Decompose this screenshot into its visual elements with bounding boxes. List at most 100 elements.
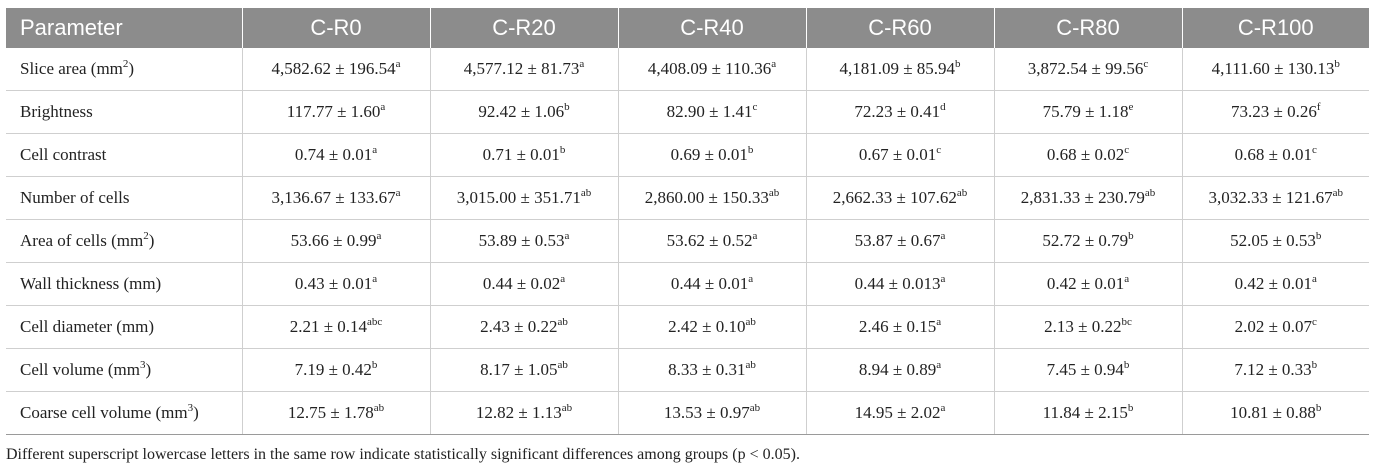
significance-letters: ab xyxy=(1332,187,1343,199)
significance-letters: a xyxy=(1124,273,1130,285)
significance-letters: b xyxy=(1315,230,1322,242)
significance-letters: ab xyxy=(373,402,385,414)
mean-sd-value: 2.02 ± 0.07 xyxy=(1234,317,1312,336)
value-cell: 2,860.00 ± 150.33ab xyxy=(618,176,807,220)
value-cell: 8.17 ± 1.05ab xyxy=(430,348,619,392)
significance-letters: a xyxy=(936,316,942,328)
parameter-cell: Cell contrast xyxy=(6,133,243,177)
value-cell: 82.90 ± 1.41c xyxy=(618,90,807,134)
value-cell: 4,408.09 ± 110.36a xyxy=(618,48,807,91)
significance-letters: b xyxy=(1334,58,1340,70)
mean-sd-value: 53.62 ± 0.52 xyxy=(666,231,753,250)
mean-sd-value: 7.19 ± 0.42 xyxy=(294,360,372,379)
header-c-r60: C-R60 xyxy=(806,8,995,48)
value-cell: 0.68 ± 0.01c xyxy=(1182,133,1369,177)
mean-sd-value: 0.67 ± 0.01 xyxy=(858,145,937,164)
mean-sd-value: 8.33 ± 0.31 xyxy=(668,360,746,379)
parameter-cell: Cell diameter (mm) xyxy=(6,305,243,349)
header-c-r0: C-R0 xyxy=(242,8,431,48)
mean-sd-value: 10.81 ± 0.88 xyxy=(1230,403,1316,422)
significance-letters: a xyxy=(579,58,585,70)
parameter-label: Coarse cell volume (mm xyxy=(20,403,188,422)
value-cell: 0.44 ± 0.02a xyxy=(430,262,619,306)
significance-letters: b xyxy=(1311,359,1318,371)
value-cell: 3,872.54 ± 99.56c xyxy=(994,48,1183,91)
value-cell: 3,136.67 ± 133.67a xyxy=(242,176,431,220)
unit-exponent: 3 xyxy=(187,402,194,414)
mean-sd-value: 0.71 ± 0.01 xyxy=(482,145,560,164)
value-cell: 7.19 ± 0.42b xyxy=(242,348,431,392)
value-cell: 72.23 ± 0.41d xyxy=(806,90,995,134)
mean-sd-value: 4,582.62 ± 196.54 xyxy=(271,59,396,78)
mean-sd-value: 14.95 ± 2.02 xyxy=(854,403,941,422)
mean-sd-value: 13.53 ± 0.97 xyxy=(663,403,750,422)
mean-sd-value: 75.79 ± 1.18 xyxy=(1042,102,1129,121)
table-row: Cell contrast 0.74 ± 0.01a 0.71 ± 0.01b 0.6… xyxy=(6,133,1369,177)
mean-sd-value: 72.23 ± 0.41 xyxy=(854,102,941,121)
table-body: Slice area (mm2) 4,582.62 ± 196.54a 4,577.… xyxy=(6,48,1369,435)
value-cell: 2,831.33 ± 230.79ab xyxy=(994,176,1183,220)
mean-sd-value: 0.43 ± 0.01 xyxy=(294,274,373,293)
significance-letters: c xyxy=(1143,58,1149,70)
significance-letters: a xyxy=(752,230,758,242)
mean-sd-value: 3,015.00 ± 351.71 xyxy=(456,188,581,207)
significance-letters: a xyxy=(940,402,946,414)
value-cell: 53.66 ± 0.99a xyxy=(242,219,431,263)
significance-letters: a xyxy=(748,273,754,285)
mean-sd-value: 0.42 ± 0.01 xyxy=(1234,274,1312,293)
mean-sd-value: 12.82 ± 1.13 xyxy=(475,403,562,422)
mean-sd-value: 52.05 ± 0.53 xyxy=(1230,231,1316,250)
mean-sd-value: 3,872.54 ± 99.56 xyxy=(1027,59,1144,78)
significance-letters: ab xyxy=(580,187,592,199)
significance-letters: a xyxy=(376,230,382,242)
mean-sd-value: 8.94 ± 0.89 xyxy=(858,360,937,379)
mean-sd-value: 4,408.09 ± 110.36 xyxy=(647,59,772,78)
significance-letters: f xyxy=(1316,101,1321,113)
mean-sd-value: 0.44 ± 0.013 xyxy=(854,274,941,293)
significance-letters: ab xyxy=(561,402,573,414)
mean-sd-value: 53.87 ± 0.67 xyxy=(854,231,941,250)
parameter-cell: Brightness xyxy=(6,90,243,134)
mean-sd-value: 52.72 ± 0.79 xyxy=(1042,231,1129,250)
significance-letters: a xyxy=(372,273,378,285)
value-cell: 53.62 ± 0.52a xyxy=(618,219,807,263)
significance-letters: a xyxy=(940,273,946,285)
significance-letters: a xyxy=(372,144,378,156)
parameter-label-tail: ) xyxy=(193,403,199,422)
mean-sd-value: 0.44 ± 0.01 xyxy=(670,274,749,293)
significance-letters: b xyxy=(1127,402,1134,414)
significance-letters: c xyxy=(1311,316,1317,328)
significance-letters: a xyxy=(936,359,942,371)
parameter-label: Cell diameter (mm) xyxy=(20,317,155,336)
significance-letters: a xyxy=(1311,273,1317,285)
value-cell: 8.33 ± 0.31ab xyxy=(618,348,807,392)
value-cell: 53.87 ± 0.67a xyxy=(806,219,995,263)
value-cell: 13.53 ± 0.97ab xyxy=(618,391,807,435)
value-cell: 0.43 ± 0.01a xyxy=(242,262,431,306)
mean-sd-value: 12.75 ± 1.78 xyxy=(287,403,374,422)
header-c-r40: C-R40 xyxy=(618,8,807,48)
value-cell: 0.69 ± 0.01b xyxy=(618,133,807,177)
value-cell: 0.44 ± 0.01a xyxy=(618,262,807,306)
mean-sd-value: 11.84 ± 2.15 xyxy=(1042,403,1128,422)
parameter-label-tail: ) xyxy=(145,360,152,379)
mean-sd-value: 2,831.33 ± 230.79 xyxy=(1020,188,1145,207)
table-row: Brightness 117.77 ± 1.60a 92.42 ± 1.06b 82.… xyxy=(6,90,1369,134)
significance-letters: ab xyxy=(557,316,568,328)
value-cell: 2.13 ± 0.22bc xyxy=(994,305,1183,349)
value-cell: 2.42 ± 0.10ab xyxy=(618,305,807,349)
mean-sd-value: 0.74 ± 0.01 xyxy=(294,145,373,164)
value-cell: 8.94 ± 0.89a xyxy=(806,348,995,392)
mean-sd-value: 8.17 ± 1.05 xyxy=(480,360,558,379)
value-cell: 4,111.60 ± 130.13b xyxy=(1182,48,1369,91)
significance-letters: ab xyxy=(745,359,756,371)
parameter-label: Cell volume (mm xyxy=(20,360,140,379)
value-cell: 2.02 ± 0.07c xyxy=(1182,305,1369,349)
unit-exponent: 2 xyxy=(143,230,149,242)
value-cell: 0.44 ± 0.013a xyxy=(806,262,995,306)
value-cell: 53.89 ± 0.53a xyxy=(430,219,619,263)
significance-letters: b xyxy=(371,359,378,371)
value-cell: 3,015.00 ± 351.71ab xyxy=(430,176,619,220)
significance-letters: ab xyxy=(1144,187,1156,199)
